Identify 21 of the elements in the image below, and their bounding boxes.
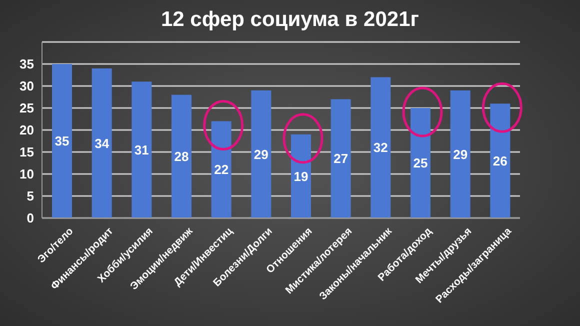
chart-title: 12 сфер социума в 2021г: [160, 7, 420, 33]
data-label: 27: [334, 151, 348, 166]
data-label: 31: [134, 142, 149, 158]
data-label: 19: [294, 168, 308, 184]
y-tick-label: 0: [26, 210, 34, 226]
y-tick-label: 5: [26, 188, 34, 204]
data-label: 35: [54, 134, 70, 149]
data-label: 25: [413, 156, 428, 171]
data-label: 34: [94, 136, 110, 151]
y-tick-label: 30: [20, 78, 34, 94]
data-label: 29: [254, 146, 268, 162]
data-label: 29: [453, 146, 468, 162]
y-tick-label: 20: [20, 122, 34, 138]
data-label: 22: [214, 162, 229, 178]
data-label: 32: [373, 140, 388, 156]
y-tick-label: 15: [20, 144, 34, 160]
data-label: 26: [492, 153, 508, 168]
y-tick-label: 25: [20, 100, 34, 116]
y-tick-label: 10: [20, 166, 34, 182]
y-tick-label: 35: [20, 56, 34, 72]
data-label: 28: [174, 149, 189, 164]
